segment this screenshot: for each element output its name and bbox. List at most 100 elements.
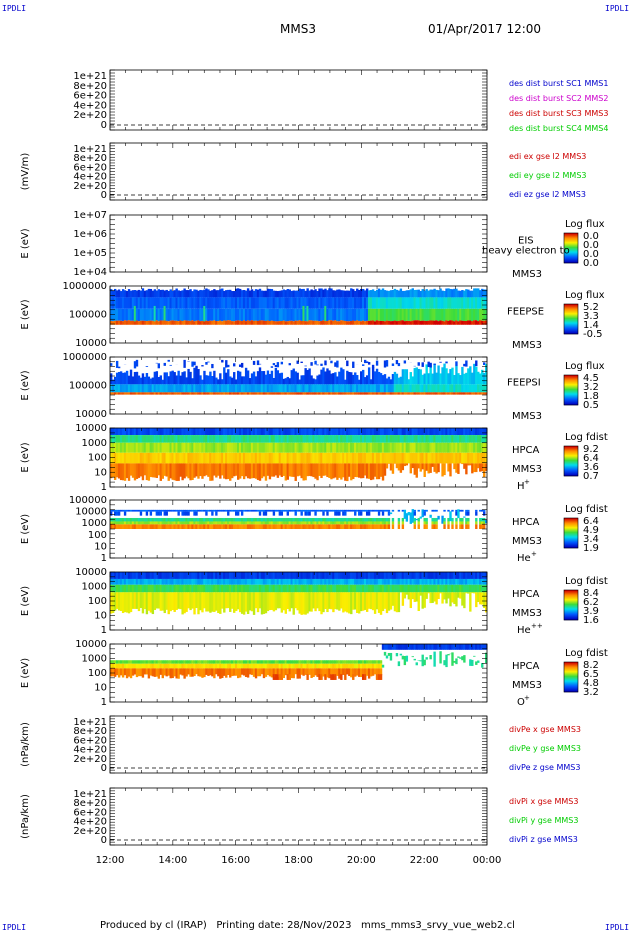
feepsi-instrument: FEEPSI [507, 378, 541, 389]
feepsi-spacecraft: MMS3 [512, 411, 542, 422]
time-tick-label-2: 16:00 [221, 855, 250, 866]
feepse-ylabel: E (eV) [20, 299, 31, 329]
feepsi-ylabel: E (eV) [20, 370, 31, 400]
hpca_he2-ytick-label-1: 1000 [82, 582, 107, 593]
hpca_o-colorbar [564, 662, 578, 693]
divpi-ytick-label-1: 8e+20 [73, 798, 107, 809]
hpca_he-colorbar [564, 518, 578, 549]
divpi-ytick-label-4: 2e+20 [73, 826, 107, 837]
feepse-ytick-label-2: 10000 [75, 338, 107, 349]
hpca_h-spectrogram [110, 428, 488, 482]
hpca_he2-cb-tick-1: 6.2 [583, 597, 599, 608]
dist-ytick-label-0: 1e+21 [73, 71, 107, 82]
divpe-ytick-label-0: 1e+21 [73, 717, 107, 728]
eis-cb-title: Log flux [565, 219, 605, 230]
hpca_o-instrument: HPCA [512, 661, 540, 672]
feepse-cb-tick-2: 1.4 [583, 320, 599, 331]
eis-ytick-label-1: 1e+06 [73, 229, 107, 240]
dist-ytick-label-5: 0 [101, 120, 107, 131]
edi-ylabel: (mV/m) [20, 153, 31, 191]
hpca_he-ytick-label-2: 1000 [82, 518, 107, 529]
hpca_he2-ytick-label-3: 10 [94, 611, 107, 622]
feepse-colorbar-frame [563, 303, 579, 335]
feepse-colorbar [564, 304, 578, 335]
feepsi-cb-tick-1: 3.2 [583, 382, 599, 393]
edi-ytick-label-0: 1e+21 [73, 144, 107, 155]
divpe-ylabel: (nPa/km) [20, 722, 31, 767]
divpi-ytick-label-3: 4e+20 [73, 817, 107, 828]
hpca_he2-spacecraft: MMS3 [512, 608, 542, 619]
eis-ytick-label-0: 1e+07 [73, 210, 107, 221]
hpca_he-cb-tick-2: 3.4 [583, 534, 599, 545]
hpca_he2-ytick-label-4: 1 [101, 625, 107, 636]
edi-legend-0: edi ex gse l2 MMS3 [509, 152, 586, 161]
eis-colorbar [564, 233, 578, 264]
hpca_he-ylabel: E (eV) [20, 514, 31, 544]
time-tick-label-6: 00:00 [473, 855, 502, 866]
hpca_he-ytick-label-4: 10 [94, 541, 107, 552]
divpe-legend-2: divPe z gse MMS3 [509, 763, 580, 772]
time-tick-label-0: 12:00 [96, 855, 125, 866]
divpe-legend-0: divPe x gse MMS3 [509, 725, 581, 734]
hpca_he-cb-tick-0: 6.4 [583, 516, 599, 527]
hpca_he2-colorbar [564, 590, 578, 621]
hpca_o-colorbar-frame [563, 661, 579, 693]
hpca_he-ytick-label-0: 100000 [69, 495, 107, 506]
hpca_he-spacecraft: MMS3 [512, 536, 542, 547]
dist-ytick-label-1: 8e+20 [73, 81, 107, 92]
hpca_h-ytick-label-3: 10 [94, 467, 107, 478]
hpca_h-cb-title: Log fdist [565, 432, 608, 443]
hpca_h-ytick-label-0: 10000 [75, 423, 107, 434]
hpca_he2-ytick-label-2: 100 [88, 596, 107, 607]
feepse-spacecraft: MMS3 [512, 340, 542, 351]
divpe-ytick-label-3: 4e+20 [73, 745, 107, 756]
eis-frame [109, 214, 488, 273]
hpca_he2-cb-tick-2: 3.9 [583, 606, 599, 617]
feepsi-ytick-label-2: 10000 [75, 409, 107, 420]
feepsi-ytick-label-0: 1000000 [62, 352, 107, 363]
mission-title: MMS3 [280, 22, 316, 36]
hpca_h-cb-tick-2: 3.6 [583, 462, 599, 473]
hpca_h-colorbar [564, 446, 578, 477]
hpca_o-cb-tick-2: 4.8 [583, 678, 599, 689]
divpe-ytick-label-5: 0 [101, 763, 107, 774]
divpi-legend-1: divPi y gse MMS3 [509, 816, 578, 825]
hpca_he-species: He [517, 553, 531, 564]
hpca_o-charge: + [524, 694, 530, 702]
feepse-cb-tick-3: -0.5 [583, 329, 603, 340]
hpca_he2-ytick-label-0: 10000 [75, 567, 107, 578]
eis-cb-tick-0: 0.0 [583, 231, 599, 242]
dist-legend-0: des dist burst SC1 MMS1 [509, 79, 608, 88]
feepse-instrument: FEEPSE [507, 307, 544, 318]
divpe-ytick-label-2: 6e+20 [73, 735, 107, 746]
corner-label-bl: IPDLI [2, 923, 27, 932]
divpe-legend-1: divPe y gse MMS3 [509, 744, 581, 753]
hpca_he2-spectrogram [110, 572, 488, 615]
divpi-ylabel: (nPa/km) [20, 794, 31, 839]
hpca_he2-ylabel: E (eV) [20, 586, 31, 616]
eis-ytick-label-2: 1e+05 [73, 248, 107, 259]
hpca_he-colorbar-frame [563, 517, 579, 549]
edi-ytick-label-2: 6e+20 [73, 162, 107, 173]
dist-legend-2: des dist burst SC3 MMS3 [509, 109, 608, 118]
hpca_h-ytick-label-2: 100 [88, 453, 107, 464]
hpca_he-ytick-label-1: 10000 [75, 507, 107, 518]
hpca_h-instrument: HPCA [512, 445, 540, 456]
hpca_o-cb-title: Log fdist [565, 648, 608, 659]
footer-credits: Produced by cl (IRAP) Printing date: 28/… [100, 920, 515, 931]
divpi-legend-2: divPi z gse MMS3 [509, 835, 578, 844]
hpca_o-ytick-label-3: 10 [94, 683, 107, 694]
hpca_h-cb-tick-3: 0.7 [583, 471, 599, 482]
hpca_he-ytick-label-3: 100 [88, 530, 107, 541]
time-tick-label-3: 18:00 [284, 855, 313, 866]
eis-ylabel: E (eV) [20, 228, 31, 258]
hpca_o-spacecraft: MMS3 [512, 680, 542, 691]
divpi-ytick-label-5: 0 [101, 835, 107, 846]
hpca_o-cb-tick-0: 8.2 [583, 660, 599, 671]
hpca_he2-cb-tick-3: 1.6 [583, 615, 599, 626]
edi-ytick-label-1: 8e+20 [73, 153, 107, 164]
hpca_h-ytick-label-1: 1000 [82, 438, 107, 449]
feepsi-colorbar [564, 375, 578, 406]
feepsi-cb-tick-3: 0.5 [583, 400, 599, 411]
